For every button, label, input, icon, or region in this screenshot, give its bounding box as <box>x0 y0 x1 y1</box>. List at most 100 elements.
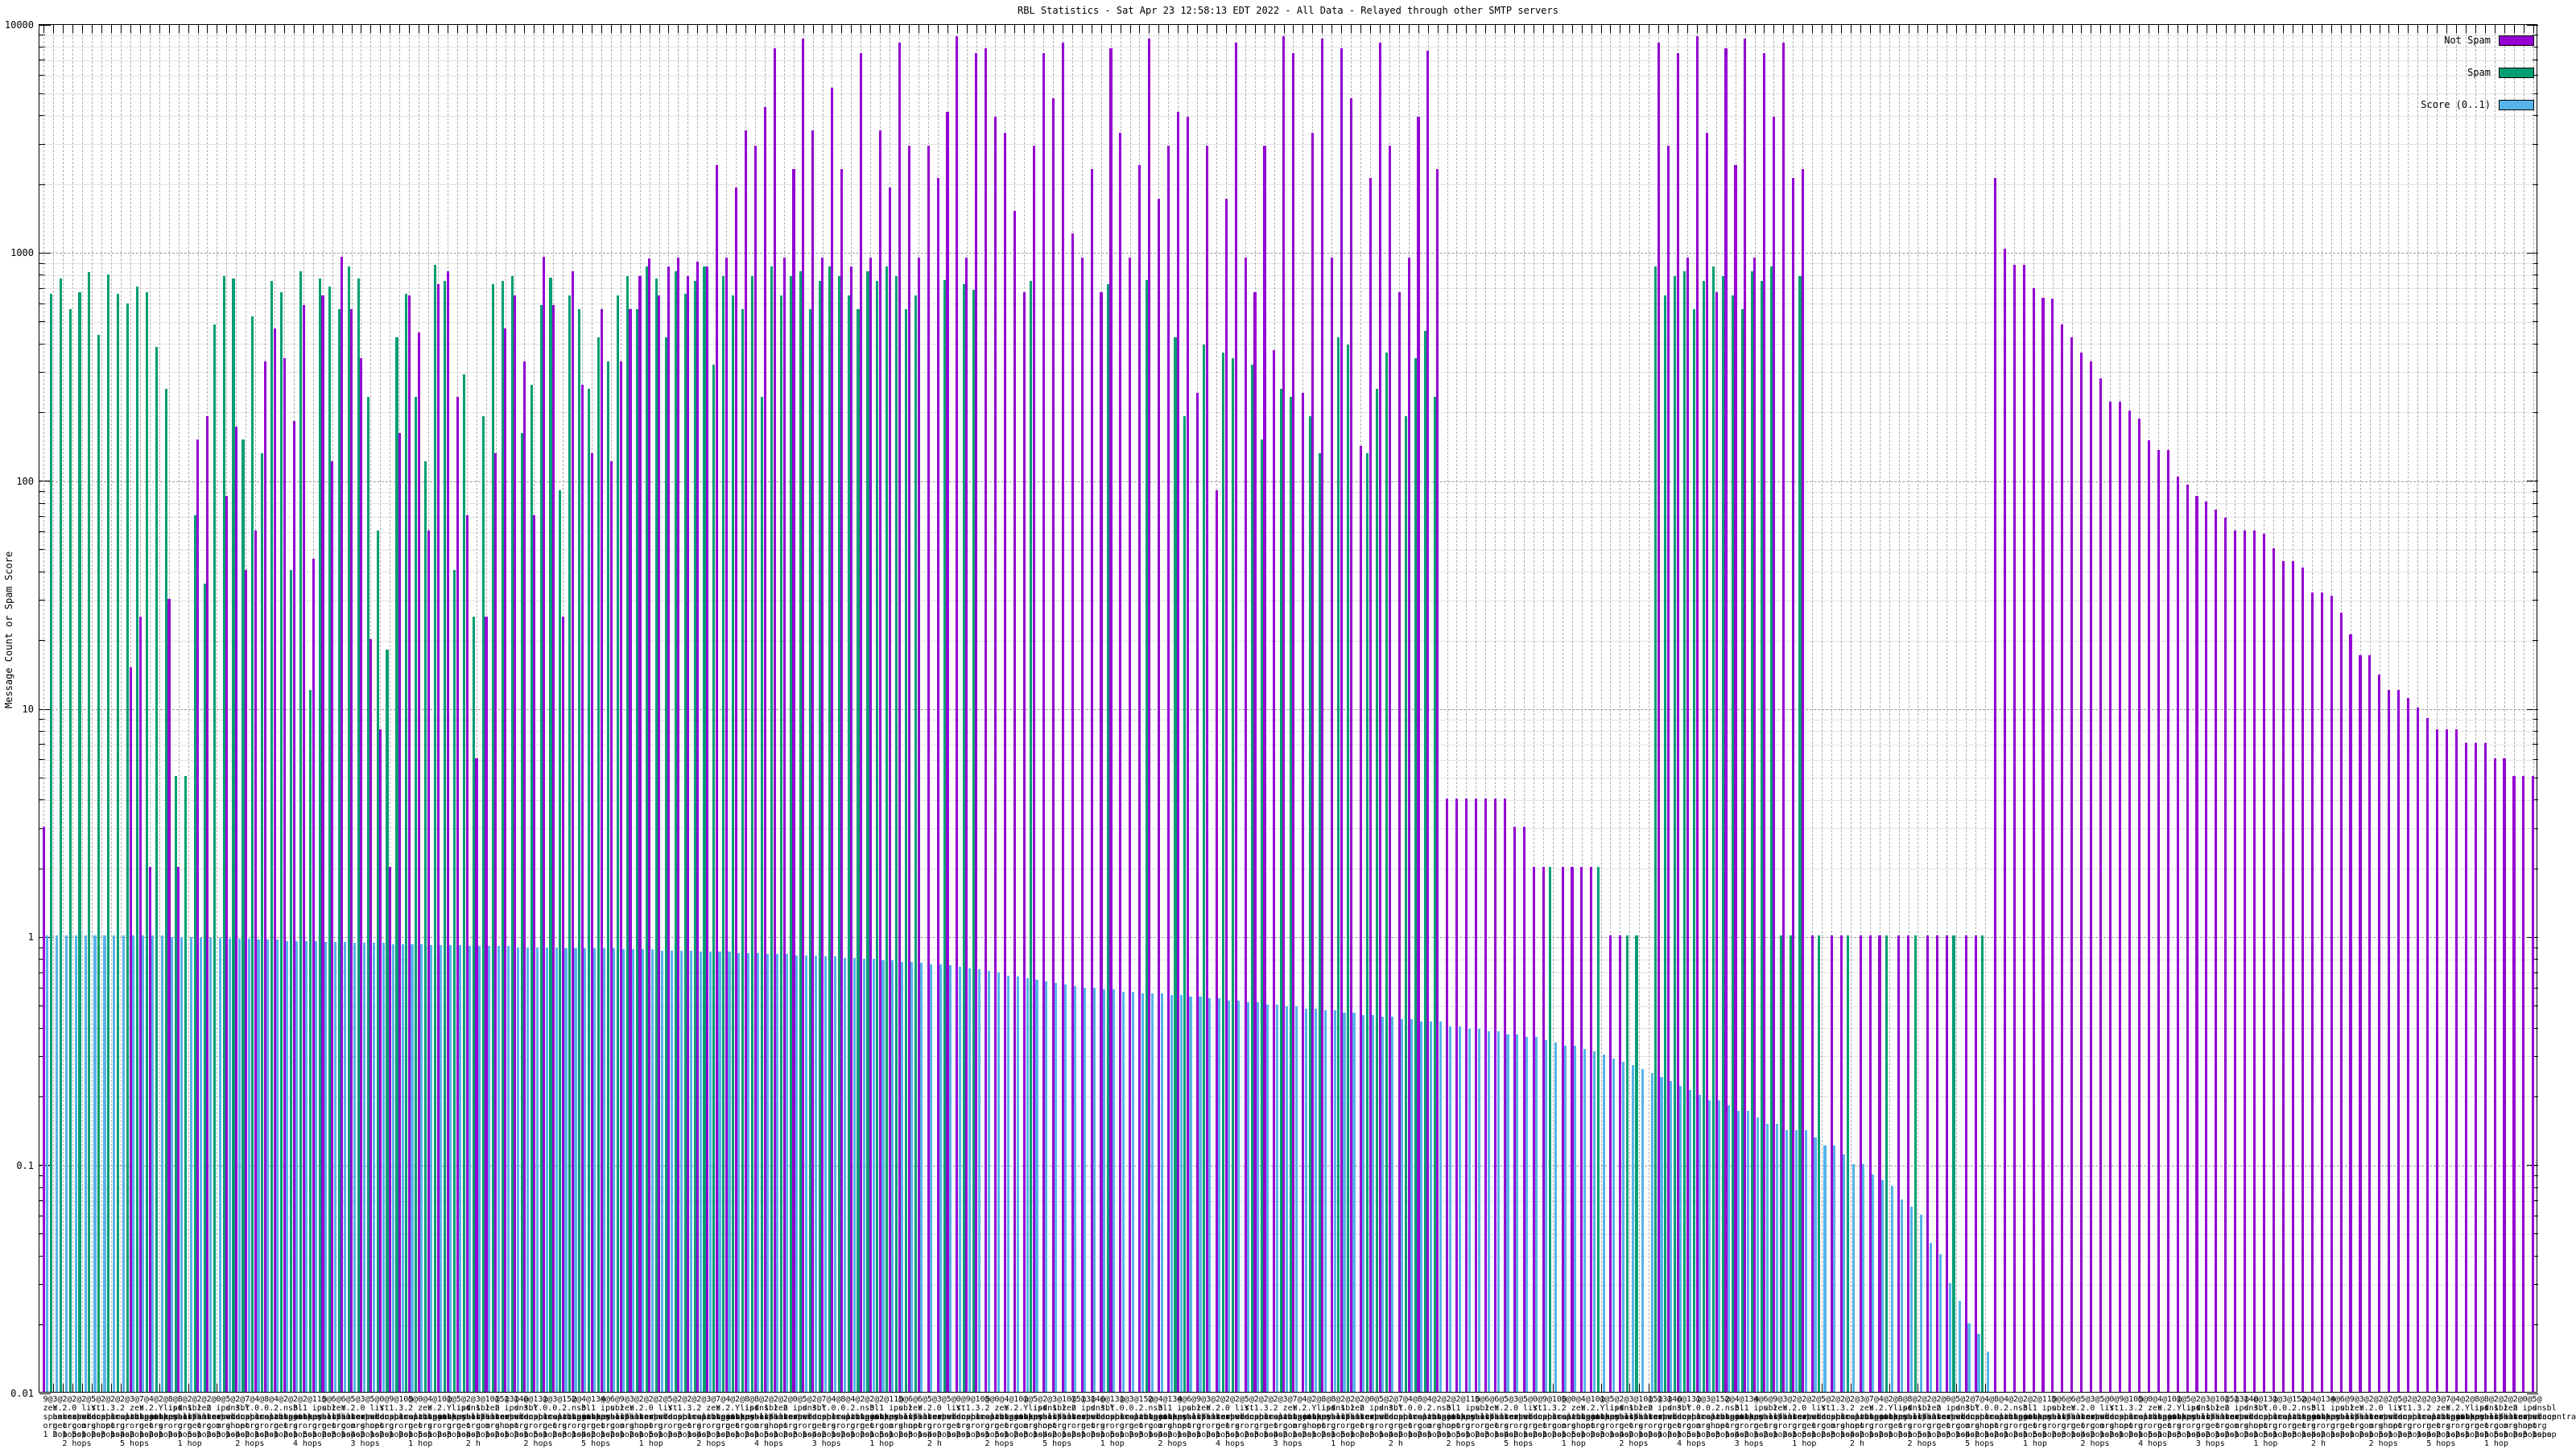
bar-not-spam <box>1907 935 1910 1392</box>
bar-score-0-1 <box>180 936 184 1392</box>
x-tick-top <box>1927 25 1929 33</box>
grid-vertical-line <box>1850 25 1852 1392</box>
bar-score-0-1 <box>574 948 577 1392</box>
y-minor-tick <box>2533 143 2538 145</box>
x-tick-top <box>1024 25 1026 33</box>
bar-score-0-1 <box>93 935 97 1392</box>
bar-not-spam <box>1839 935 1843 1392</box>
bar-not-spam <box>1148 38 1151 1392</box>
bar-not-spam <box>629 308 632 1392</box>
y-minor-tick <box>2533 75 2538 76</box>
x-tick-bottom <box>1850 1384 1852 1392</box>
y-minor-tick <box>39 502 45 504</box>
bar-score-0-1 <box>1670 1081 1673 1392</box>
bar-score-0-1 <box>987 971 990 1392</box>
bar-not-spam <box>1744 38 1747 1392</box>
grid-vertical-line <box>111 25 113 1392</box>
bar-score-0-1 <box>718 952 721 1392</box>
bar-not-spam <box>2263 533 2266 1392</box>
bar-score-0-1 <box>670 950 673 1392</box>
y-minor-tick <box>39 1027 45 1029</box>
y-minor-tick <box>39 987 45 989</box>
bar-not-spam <box>456 397 459 1392</box>
grid-vertical-line <box>1937 25 1938 1392</box>
bar-score-0-1 <box>372 943 375 1392</box>
bar-spam <box>1347 345 1350 1392</box>
bar-score-0-1 <box>1496 1031 1500 1392</box>
x-tick-bottom <box>1600 1384 1602 1392</box>
x-tick-top <box>524 25 526 33</box>
bar-not-spam <box>2483 742 2487 1392</box>
x-tick-bottom <box>159 1384 160 1392</box>
bar-score-0-1 <box>1516 1034 1519 1392</box>
bar-not-spam <box>235 427 238 1392</box>
grid-minor-line <box>39 1028 2537 1030</box>
grid-minor-line <box>39 35 2537 36</box>
x-tick-top <box>1053 25 1055 33</box>
bar-score-0-1 <box>603 948 606 1392</box>
grid-vertical-line <box>1581 25 1583 1392</box>
x-tick-top <box>1302 25 1304 33</box>
bar-not-spam <box>254 530 257 1392</box>
bar-not-spam <box>360 358 363 1392</box>
bar-spam <box>779 295 783 1392</box>
bar-not-spam <box>878 130 881 1392</box>
x-tick-top <box>2042 25 2044 33</box>
bar-not-spam <box>869 257 873 1392</box>
bar-spam <box>1596 867 1600 1392</box>
bar-not-spam <box>2137 418 2140 1392</box>
bar-spam <box>1913 935 1917 1392</box>
bar-spam <box>97 335 101 1392</box>
y-minor-tick <box>2533 1027 2538 1029</box>
bar-score-0-1 <box>1391 1017 1394 1392</box>
bar-not-spam <box>2051 299 2054 1392</box>
y-tick-label: 10000 <box>4 19 34 31</box>
bar-score-0-1 <box>1535 1037 1538 1392</box>
x-tick-top <box>764 25 766 33</box>
bar-not-spam <box>273 328 276 1392</box>
x-tick-top <box>1744 25 1746 33</box>
x-tick-top <box>1966 25 1967 33</box>
grid-minor-line <box>39 372 2537 374</box>
x-tick-top <box>2071 25 2073 33</box>
bar-score-0-1 <box>1218 998 1221 1392</box>
x-tick-top <box>2273 25 2275 33</box>
bar-not-spam <box>514 295 517 1392</box>
x-tick-bottom <box>92 1384 93 1392</box>
bar-not-spam <box>417 332 420 1392</box>
x-tick-top <box>1610 25 1612 33</box>
bar-not-spam <box>1061 43 1064 1392</box>
bar-score-0-1 <box>1333 1010 1336 1392</box>
y-tick-label: 10 <box>22 704 34 715</box>
bar-not-spam <box>2205 502 2208 1392</box>
bar-spam <box>213 324 216 1392</box>
y-minor-tick <box>2533 371 2538 373</box>
bar-score-0-1 <box>728 952 731 1392</box>
bar-not-spam <box>1263 146 1266 1392</box>
bar-not-spam <box>638 275 642 1392</box>
grid-vertical-line <box>1840 25 1842 1392</box>
bar-not-spam <box>1734 164 1737 1392</box>
x-tick-top <box>1216 25 1217 33</box>
bar-not-spam <box>1946 935 1949 1392</box>
bar-spam <box>501 281 504 1392</box>
x-tick-top <box>736 25 737 33</box>
bar-not-spam <box>1253 292 1257 1392</box>
bar-score-0-1 <box>122 935 126 1392</box>
x-tick-bottom <box>1985 1384 1987 1392</box>
x-tick-top <box>2340 25 2342 33</box>
bar-score-0-1 <box>747 952 750 1392</box>
y-minor-tick <box>39 744 45 745</box>
bar-score-0-1 <box>1641 1069 1644 1392</box>
x-tick-top <box>1197 25 1199 33</box>
bar-not-spam <box>1475 798 1478 1392</box>
bar-score-0-1 <box>1265 1004 1269 1392</box>
grid-vertical-line <box>159 25 160 1392</box>
bar-score-0-1 <box>478 946 481 1392</box>
x-tick-top <box>841 25 843 33</box>
y-minor-tick <box>2533 600 2538 601</box>
x-tick-top <box>774 25 775 33</box>
x-tick-top <box>1946 25 1948 33</box>
x-tick-top <box>1168 25 1170 33</box>
grid-minor-line <box>39 799 2537 801</box>
